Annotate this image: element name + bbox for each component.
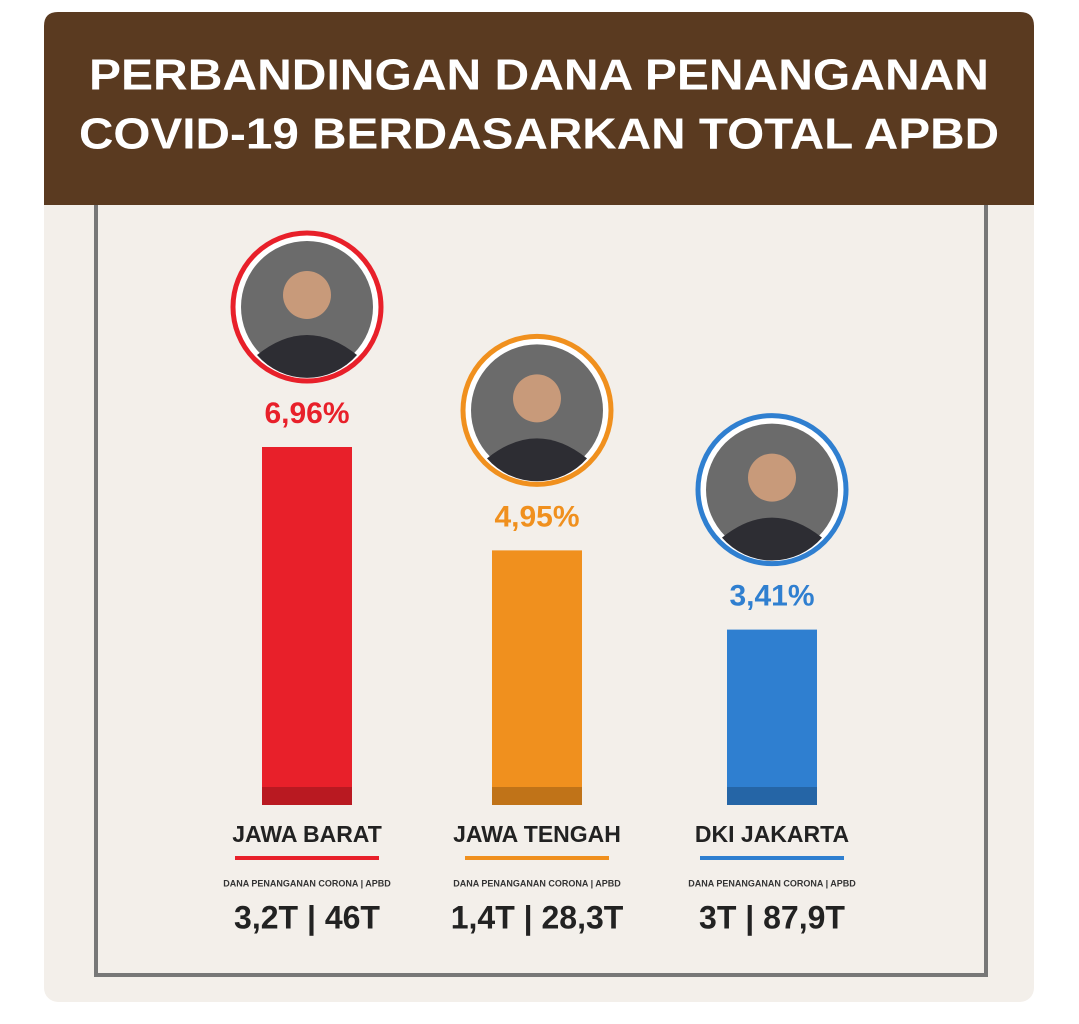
bar (262, 447, 352, 805)
chart-title: COVID-19 BERDASARKAN TOTAL APBD (79, 110, 999, 159)
fund-value: 3,2T | 46T (234, 899, 380, 935)
category-label: DKI JAKARTA (695, 821, 849, 847)
bar-base (727, 787, 817, 805)
photo-head (748, 453, 796, 502)
bar-base (492, 787, 582, 805)
header (44, 12, 1034, 205)
value-label: 6,96% (264, 397, 349, 430)
fund-value: 1,4T | 28,3T (451, 899, 624, 935)
category-underline (700, 856, 844, 860)
photo-body (722, 517, 822, 561)
fund-label: DANA PENANGANAN CORONA | APBD (688, 878, 856, 888)
bar (727, 629, 817, 805)
chart-title: PERBANDINGAN DANA PENANGANAN (89, 51, 989, 100)
value-label: 3,41% (729, 580, 814, 613)
photo-body (487, 438, 587, 482)
fund-label: DANA PENANGANAN CORONA | APBD (453, 878, 621, 888)
photo-head (513, 374, 561, 423)
fund-value: 3T | 87,9T (699, 899, 845, 935)
category-label: JAWA BARAT (232, 821, 382, 847)
category-underline (235, 856, 379, 860)
category-underline (465, 856, 609, 860)
category-label: JAWA TENGAH (453, 821, 621, 847)
photo-head (283, 271, 331, 319)
bar (492, 550, 582, 805)
fund-label: DANA PENANGANAN CORONA | APBD (223, 878, 391, 888)
photo-body (257, 335, 357, 378)
value-label: 4,95% (494, 500, 579, 533)
bar-base (262, 787, 352, 805)
frame (94, 205, 988, 977)
